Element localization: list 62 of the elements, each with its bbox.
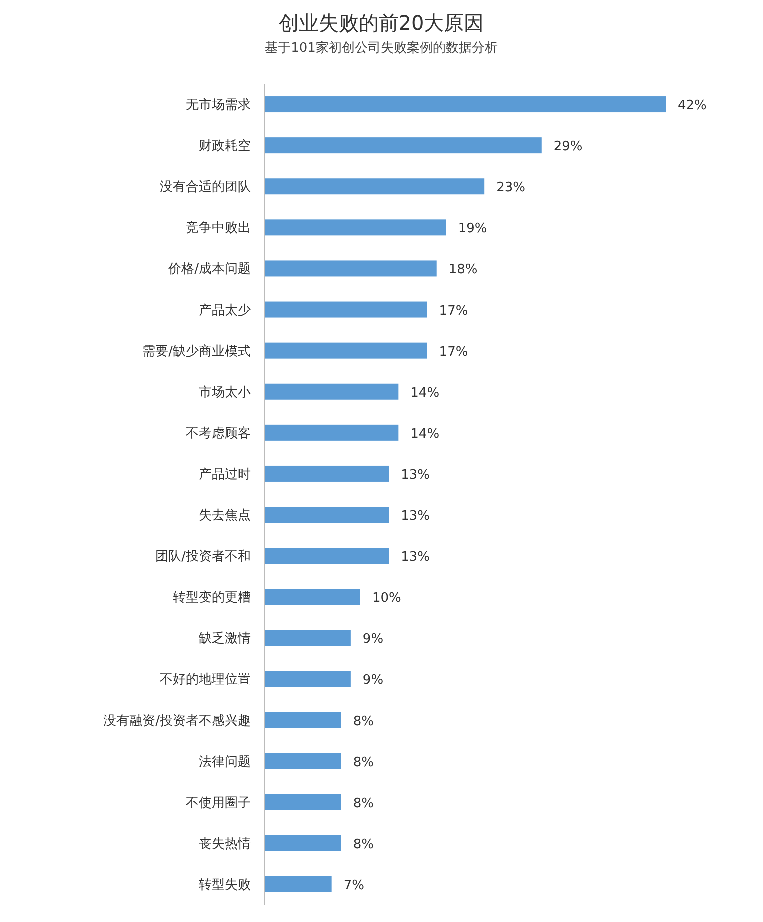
- y-tick-label: 没有合适的团队: [160, 180, 251, 196]
- data-label: 42%: [678, 98, 707, 114]
- data-label: 9%: [362, 632, 384, 648]
- bar: [265, 630, 351, 646]
- y-tick-label: 转型变的更糟: [173, 590, 251, 606]
- y-tick-label: 产品过时: [199, 467, 251, 482]
- data-label: 29%: [554, 140, 583, 155]
- data-label: 17%: [439, 344, 468, 360]
- bar: [265, 220, 446, 236]
- chart-title: 创业失败的前20大原因: [278, 11, 484, 35]
- data-label: 23%: [496, 180, 526, 196]
- bar: [265, 548, 390, 564]
- y-tick-label: 无市场需求: [186, 98, 251, 114]
- bar: [265, 671, 351, 688]
- bar: [265, 466, 390, 482]
- data-label: 8%: [353, 755, 374, 770]
- data-label: 13%: [401, 468, 430, 483]
- y-tick-label: 法律问题: [199, 754, 251, 770]
- y-tick-label: 产品太少: [199, 303, 251, 318]
- data-label: 13%: [401, 550, 430, 566]
- data-label: 8%: [353, 796, 374, 812]
- data-label: 8%: [353, 714, 374, 730]
- data-label: 10%: [372, 591, 402, 606]
- y-tick-label: 转型失败: [199, 878, 251, 893]
- bar: [265, 178, 485, 195]
- bar: [265, 794, 342, 810]
- y-tick-label: 不使用圈子: [186, 796, 251, 811]
- bar: [265, 342, 428, 359]
- y-tick-label: 不考虑顾客: [186, 425, 251, 442]
- y-tick-label: 没有融资/投资者不感兴趣: [104, 714, 251, 729]
- bar: [265, 138, 542, 154]
- y-tick-label: 团队/投资者不和: [156, 550, 251, 565]
- y-tick-label: 需要/缺少商业模式: [142, 344, 251, 360]
- data-label: 14%: [410, 426, 440, 442]
- bar: [265, 260, 437, 277]
- data-label: 18%: [448, 262, 478, 278]
- y-tick-label: 价格/成本问题: [168, 262, 251, 278]
- data-label: 7%: [344, 878, 364, 894]
- data-label: 13%: [401, 509, 430, 524]
- data-label: 14%: [410, 386, 440, 401]
- bar: [265, 589, 360, 606]
- y-tick-label: 财政耗空: [199, 139, 251, 154]
- data-label: 9%: [362, 673, 384, 688]
- bar: [265, 302, 428, 318]
- chart-subtitle: 基于101家初创公司失败案例的数据分析: [265, 40, 498, 56]
- y-tick-label: 竞争中败出: [186, 221, 251, 236]
- y-tick-label: 缺乏激情: [199, 632, 251, 647]
- bar: [265, 96, 666, 113]
- y-tick-label: 市场太小: [199, 385, 251, 400]
- data-label: 17%: [439, 304, 468, 319]
- bar: [265, 835, 342, 852]
- bar: [265, 712, 342, 728]
- bar: [265, 753, 342, 770]
- y-tick-label: 丧失热情: [199, 836, 251, 852]
- bar: [265, 424, 399, 441]
- bar: [265, 507, 390, 524]
- y-tick-label: 失去焦点: [199, 508, 251, 524]
- data-label: 19%: [458, 222, 488, 237]
- bar: [265, 384, 399, 400]
- y-tick-label: 不好的地理位置: [160, 672, 251, 688]
- data-label: 8%: [353, 837, 374, 852]
- bar: [265, 876, 332, 892]
